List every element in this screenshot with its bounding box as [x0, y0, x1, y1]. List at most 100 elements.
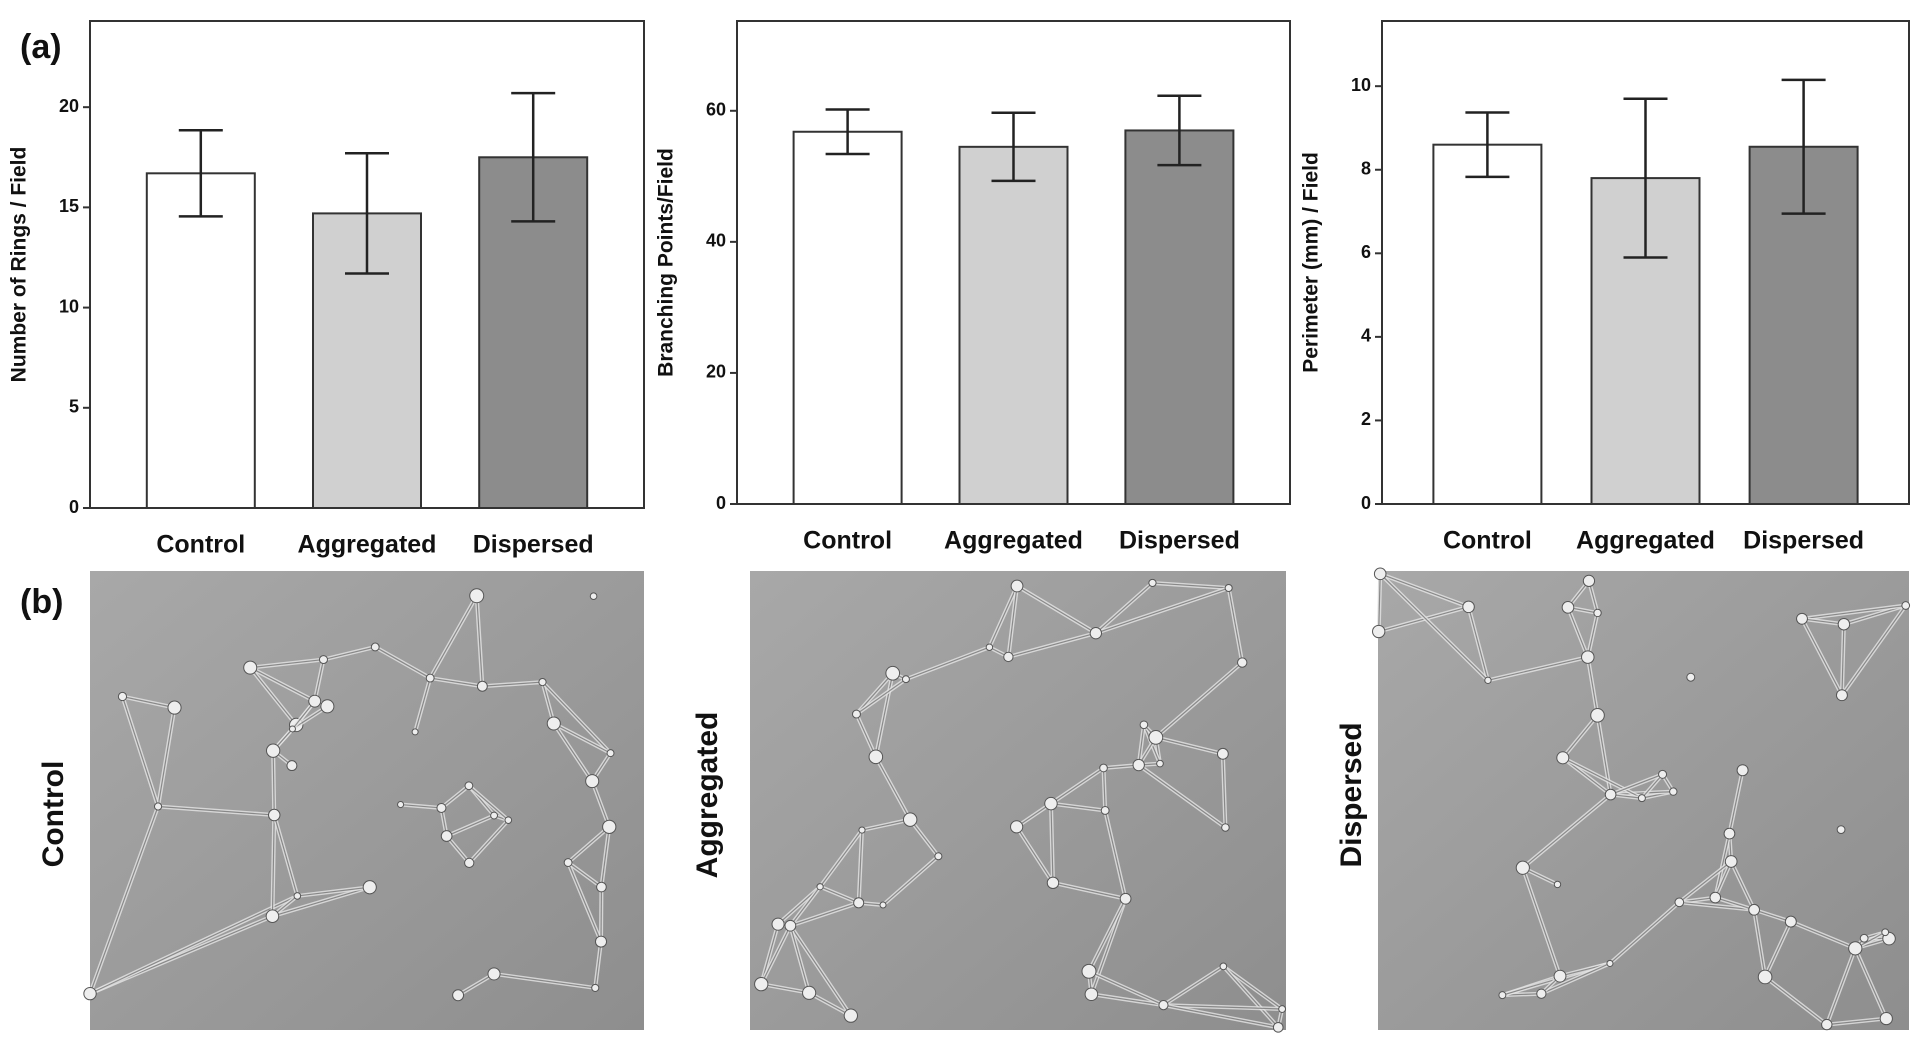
cell-network-edge: [1487, 656, 1588, 681]
cell-network-edge: [1610, 773, 1663, 796]
error-bar: [1465, 111, 1510, 179]
bar: [958, 145, 1069, 505]
cell-network-edge: [1163, 965, 1224, 1006]
x-tick-label: Aggregated: [944, 527, 1083, 555]
cell-network-edge: [249, 667, 315, 702]
cell-network-edge: [1016, 585, 1097, 634]
micrograph-bg: [90, 571, 644, 1030]
cell: [1837, 617, 1851, 631]
cell: [293, 892, 302, 900]
cell: [902, 812, 918, 827]
cell-network-edge: [591, 780, 610, 828]
cell-network-edge: [89, 806, 159, 994]
cell: [1219, 962, 1228, 971]
cell: [1462, 600, 1475, 614]
cell: [1139, 720, 1149, 730]
cell-network-edge: [250, 658, 324, 669]
cell-network-edge: [1052, 882, 1126, 900]
cell: [464, 781, 474, 791]
cell-network-edge: [121, 696, 159, 807]
cell: [286, 760, 298, 772]
cell-network-edge: [1091, 993, 1164, 1006]
cell-network-edge: [1222, 965, 1279, 1028]
cell-network-edge: [875, 673, 894, 757]
error-bar: [511, 91, 556, 223]
cell: [816, 883, 824, 891]
y-tick-label: 10: [1351, 75, 1371, 95]
cell-network-edge: [468, 819, 509, 864]
image-caption: Dispersed: [1335, 722, 1368, 867]
cell-network-edge: [1223, 965, 1283, 1010]
cell: [266, 743, 281, 758]
cell: [1848, 941, 1863, 956]
cell: [1010, 820, 1024, 834]
cell-network-edge: [1826, 948, 1856, 1025]
cell: [1372, 624, 1386, 639]
cell: [585, 774, 600, 789]
cell: [167, 700, 182, 715]
cell-network-edge: [430, 677, 483, 687]
cell-network-edge: [861, 819, 911, 831]
cell: [1674, 897, 1685, 908]
cell: [243, 660, 258, 675]
cell-network-edge: [446, 814, 495, 837]
cell: [83, 986, 97, 1001]
cell-network-edge: [1467, 606, 1489, 681]
cell: [440, 830, 453, 842]
cell: [1821, 1018, 1833, 1031]
cell: [318, 655, 328, 665]
cell-network-edge: [1050, 803, 1054, 883]
cell: [901, 675, 910, 684]
cell-network-edge: [761, 983, 810, 994]
cell-network-edge: [1753, 909, 1792, 923]
cell-network-edge: [1522, 867, 1561, 977]
x-tick-label: Control: [1443, 527, 1532, 555]
cell: [362, 880, 377, 895]
cell-network-edge: [1728, 770, 1744, 834]
cell: [1089, 626, 1103, 640]
y-tick-label: 20: [59, 96, 79, 116]
cell: [1099, 763, 1108, 773]
cell: [370, 642, 380, 652]
cell-network-edge: [1104, 810, 1127, 899]
cell: [1590, 708, 1605, 723]
cell-network-edge: [1090, 898, 1127, 995]
cell-network-edge: [1050, 802, 1106, 812]
cell-network-edge: [271, 815, 275, 917]
cell-network-edge: [1228, 587, 1243, 663]
cell: [1221, 823, 1230, 832]
cell: [1796, 612, 1808, 625]
cell-network-edge: [1016, 826, 1054, 884]
x-tick-label: Aggregated: [1576, 527, 1715, 555]
cell-network-edge: [272, 750, 275, 816]
cell: [754, 976, 769, 992]
cell: [1373, 567, 1387, 581]
cell-network-edge: [273, 814, 298, 897]
cell: [802, 985, 817, 1000]
cell: [476, 680, 488, 692]
cell: [1637, 794, 1646, 803]
cell: [1119, 892, 1132, 905]
y-tick-label: 6: [1361, 242, 1371, 262]
cell-network-edge: [600, 826, 610, 888]
cell: [589, 592, 598, 600]
cell: [771, 917, 785, 931]
cell-network-edge: [1155, 662, 1243, 738]
cell: [1046, 876, 1060, 890]
cell: [1748, 903, 1761, 916]
error-bar: [991, 111, 1036, 183]
y-tick-label: 8: [1361, 158, 1371, 178]
cell-network-edge: [1007, 585, 1018, 657]
cell: [411, 728, 419, 736]
y-tick-label: 4: [1361, 326, 1371, 346]
cell: [1686, 672, 1696, 682]
cell-network-edge: [1138, 764, 1226, 828]
y-tick-label: 0: [69, 497, 79, 517]
cell: [1515, 860, 1530, 875]
error-bar: [1781, 78, 1826, 215]
cell-network-edge: [1841, 605, 1907, 696]
bar: [312, 212, 422, 510]
cell-network-edge: [1678, 860, 1732, 903]
cell: [1736, 764, 1749, 777]
cell: [397, 800, 405, 809]
